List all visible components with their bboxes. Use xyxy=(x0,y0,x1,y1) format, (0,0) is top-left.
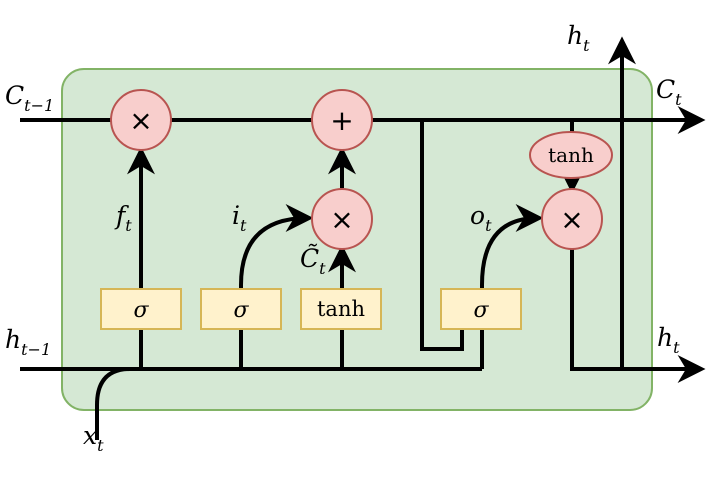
output-gate-curve xyxy=(480,204,544,369)
cell-branch-line xyxy=(420,120,464,351)
gate-forget: σ xyxy=(100,288,182,330)
label-forget-gate: ft xyxy=(114,201,132,235)
label-x-input: xt xyxy=(83,421,104,455)
forget-gate-label: σ xyxy=(133,298,149,323)
hidden-output-line xyxy=(570,248,706,383)
connection-lines xyxy=(20,36,706,440)
op-input-mult: × xyxy=(311,188,373,250)
label-candidate: C̃t xyxy=(300,244,326,278)
cell-tanh-label: tanh xyxy=(548,143,594,167)
gate-output: σ xyxy=(440,288,522,330)
op-forget-mult: × xyxy=(110,89,172,151)
label-c-next: Ct xyxy=(656,75,682,109)
input-gate-curve xyxy=(239,204,314,369)
gate-candidate: tanh xyxy=(300,288,382,330)
label-output-gate: ot xyxy=(470,201,492,235)
label-c-prev: Ct−1 xyxy=(5,81,54,115)
label-h-next: ht xyxy=(657,323,680,357)
input-x-curve xyxy=(95,367,131,440)
label-h-top: ht xyxy=(567,21,590,55)
input-mult-symbol: × xyxy=(330,203,353,236)
op-cell-add: + xyxy=(311,89,373,151)
output-mult-symbol: × xyxy=(560,203,583,236)
op-output-mult: × xyxy=(541,188,603,250)
label-input-gate: it xyxy=(232,201,247,235)
op-cell-tanh: tanh xyxy=(529,131,613,179)
output-gate-label: σ xyxy=(473,298,489,323)
gate-input: σ xyxy=(200,288,282,330)
input-gate-label: σ xyxy=(233,298,249,323)
label-h-prev: ht−1 xyxy=(5,325,51,359)
cell-add-symbol: + xyxy=(330,104,353,137)
forget-mult-symbol: × xyxy=(129,104,152,137)
candidate-gate-label: tanh xyxy=(317,297,365,321)
